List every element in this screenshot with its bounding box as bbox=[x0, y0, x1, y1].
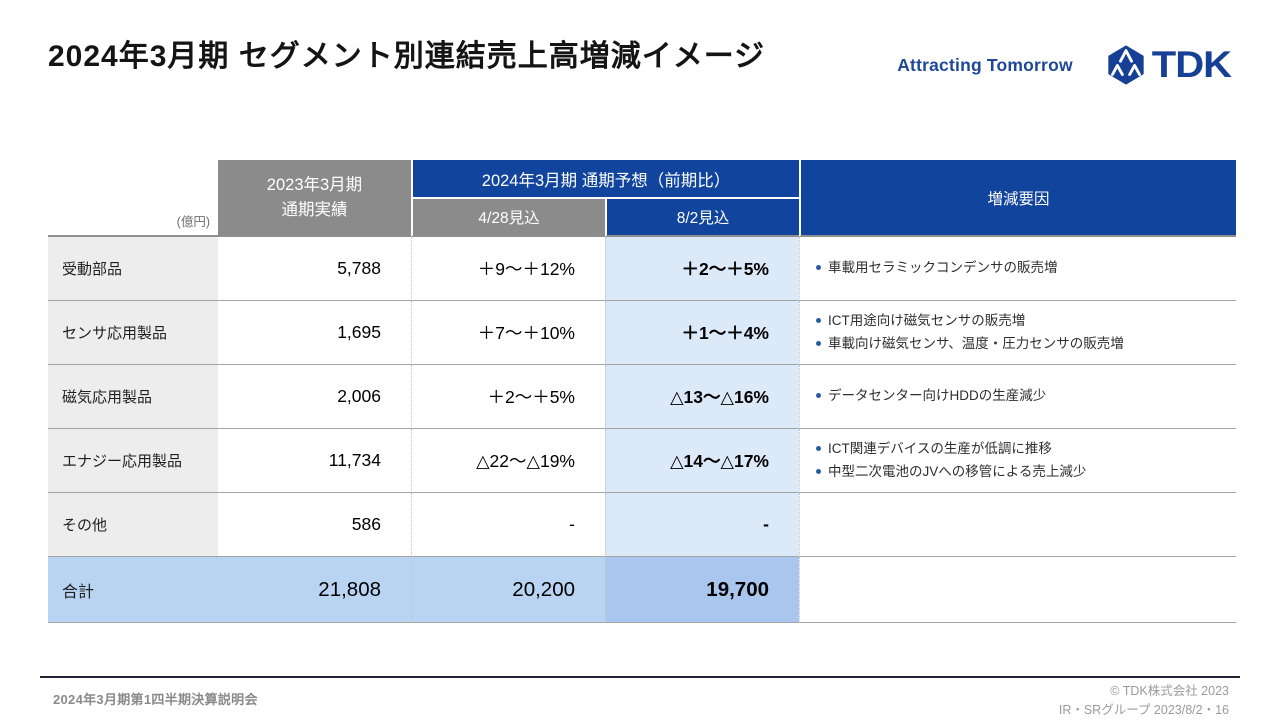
segment-label: 磁気応用製品 bbox=[48, 365, 218, 429]
footer-copyright: © TDK株式会社 2023 bbox=[1110, 684, 1229, 698]
col-header-actual-line1: 2023年3月期 bbox=[266, 175, 363, 194]
reasons-cell: 車載用セラミックコンデンサの販売増 bbox=[799, 237, 1236, 301]
tdk-wordmark: TDK bbox=[1151, 44, 1232, 86]
reasons-cell: データセンター向けHDDの生産減少 bbox=[799, 365, 1236, 429]
aug-forecast-value: ＋2～＋5% bbox=[605, 237, 799, 301]
apr-forecast-value: ＋7～＋10% bbox=[411, 301, 605, 365]
actual-value: 586 bbox=[218, 493, 411, 557]
reason-item: 車載向け磁気センサ、温度・圧力センサの販売増 bbox=[813, 334, 1124, 354]
segment-forecast-table: (億円) 2023年3月期 通期実績 2024年3月期 通期予想（前期比） 4/… bbox=[48, 160, 1236, 623]
apr-forecast-value: ＋2～＋5% bbox=[411, 365, 605, 429]
aug-forecast-value: △13～△16% bbox=[605, 365, 799, 429]
aug-forecast-value: ＋1～＋4% bbox=[605, 301, 799, 365]
col-header-actual: 2023年3月期 通期実績 bbox=[218, 160, 411, 237]
footer-event-title: 2024年3月期第1四半期決算説明会 bbox=[53, 692, 258, 707]
brand-tagline: Attracting Tomorrow bbox=[897, 54, 1073, 75]
unit-label: (億円) bbox=[48, 160, 218, 237]
footer-credit-line: IR・SRグループ 2023/8/2・16 bbox=[1058, 702, 1229, 717]
total-aug-forecast-value: 19,700 bbox=[605, 557, 799, 623]
col-header-apr-forecast: 4/28見込 bbox=[411, 199, 605, 237]
segment-label: 受動部品 bbox=[48, 237, 218, 301]
footer-divider bbox=[40, 676, 1240, 678]
reason-item: ICT関連デバイスの生産が低調に推移 bbox=[813, 439, 1086, 459]
col-header-reasons: 増減要因 bbox=[799, 160, 1236, 237]
apr-forecast-value: △22～△19% bbox=[411, 429, 605, 493]
actual-value: 11,734 bbox=[218, 429, 411, 493]
reasons-cell: ICT用途向け磁気センサの販売増 車載向け磁気センサ、温度・圧力センサの販売増 bbox=[799, 301, 1236, 365]
segment-label: その他 bbox=[48, 493, 218, 557]
actual-value: 1,695 bbox=[218, 301, 411, 365]
col-header-aug-forecast: 8/2見込 bbox=[605, 199, 799, 237]
footer-credits: © TDK株式会社 2023 IR・SRグループ 2023/8/2・16 bbox=[1059, 682, 1229, 720]
total-reasons-cell bbox=[799, 557, 1236, 623]
actual-value: 2,006 bbox=[218, 365, 411, 429]
apr-forecast-value: ＋9～＋12% bbox=[411, 237, 605, 301]
actual-value: 5,788 bbox=[218, 237, 411, 301]
tdk-logo: TDK bbox=[1105, 44, 1232, 86]
reason-item: 車載用セラミックコンデンサの販売増 bbox=[813, 258, 1058, 278]
col-header-actual-line2: 通期実績 bbox=[281, 200, 348, 219]
total-apr-forecast-value: 20,200 bbox=[411, 557, 605, 623]
aug-forecast-value: - bbox=[605, 493, 799, 557]
segment-label: エナジー応用製品 bbox=[48, 429, 218, 493]
reason-item: データセンター向けHDDの生産減少 bbox=[813, 386, 1046, 406]
segment-label: センサ応用製品 bbox=[48, 301, 218, 365]
brand-area: Attracting Tomorrow TDK bbox=[897, 44, 1232, 86]
tdk-hexagon-icon bbox=[1108, 45, 1144, 85]
reason-item: ICT用途向け磁気センサの販売増 bbox=[813, 311, 1124, 331]
col-header-forecast-group: 2024年3月期 通期予想（前期比） bbox=[411, 160, 799, 199]
apr-forecast-value: - bbox=[411, 493, 605, 557]
reason-item: 中型二次電池のJVへの移管による売上減少 bbox=[813, 462, 1086, 482]
total-actual-value: 21,808 bbox=[218, 557, 411, 623]
reasons-cell: ICT関連デバイスの生産が低調に推移 中型二次電池のJVへの移管による売上減少 bbox=[799, 429, 1236, 493]
aug-forecast-value: △14～△17% bbox=[605, 429, 799, 493]
page-title: 2024年3月期 セグメント別連結売上高増減イメージ bbox=[48, 40, 766, 73]
reasons-cell bbox=[799, 493, 1236, 557]
total-label: 合計 bbox=[48, 557, 218, 623]
